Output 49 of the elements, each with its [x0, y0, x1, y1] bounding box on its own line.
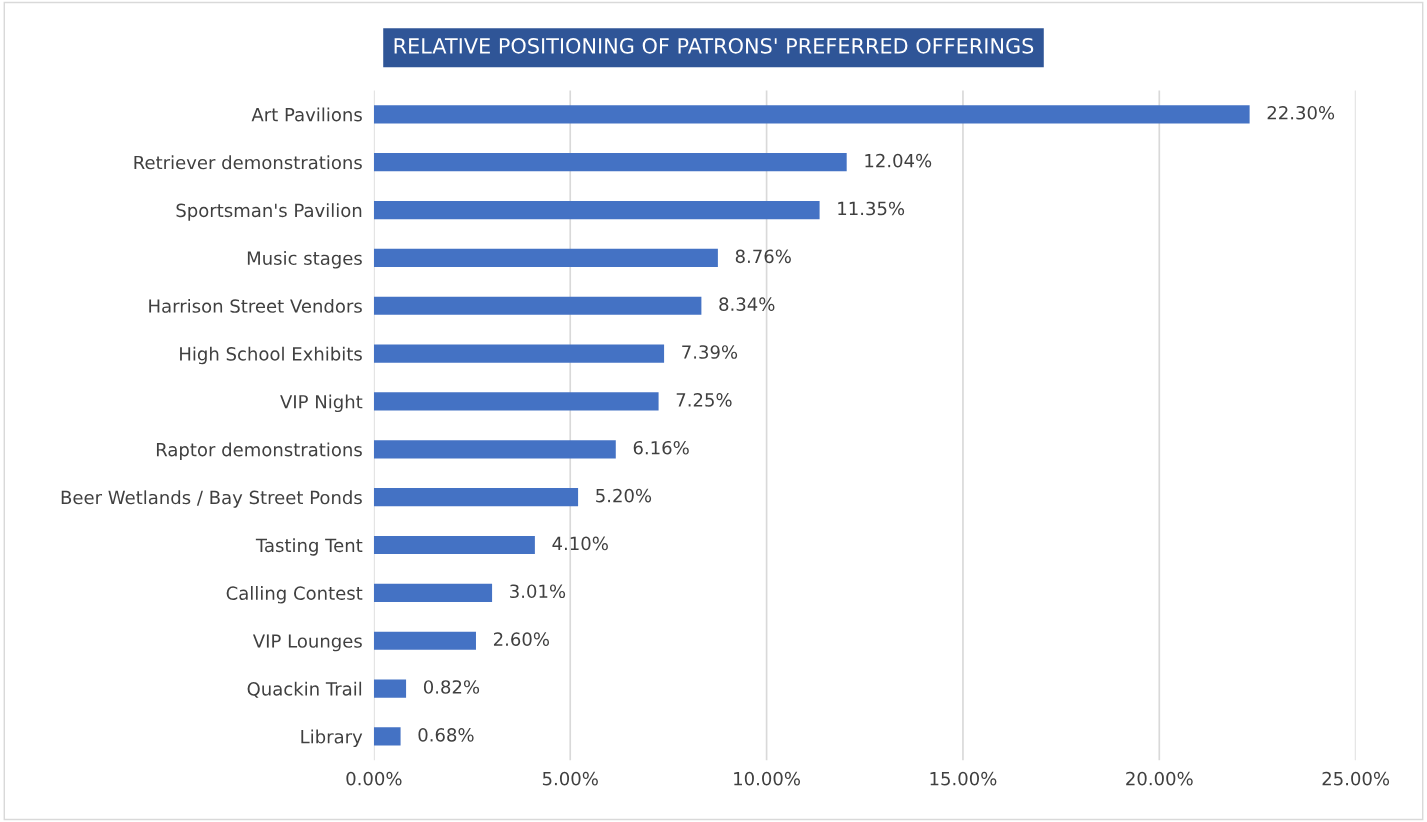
bar	[373, 488, 579, 507]
bar	[373, 296, 702, 315]
bar	[373, 392, 659, 411]
y-tick-label: Sportsman's Pavilion	[176, 203, 362, 221]
bar	[373, 105, 1250, 124]
y-tick-label: Beer Wetlands / Bay Street Ponds	[61, 490, 362, 508]
bar	[373, 727, 401, 746]
data-label: 0.68%	[418, 728, 474, 742]
x-tick-label: 5.00%	[542, 771, 598, 786]
y-tick-label: Raptor demonstrations	[156, 442, 362, 460]
data-label: 6.16%	[633, 440, 689, 455]
y-tick-label: Music stages	[247, 251, 362, 269]
data-label: 12.04%	[865, 153, 932, 168]
data-label: 8.34%	[719, 297, 775, 311]
y-tick-label: Library	[301, 729, 363, 748]
bar	[373, 583, 493, 602]
bar	[373, 679, 407, 698]
x-tick-label: 15.00%	[930, 771, 997, 786]
bar	[373, 344, 665, 363]
y-tick-label: Harrison Street Vendors	[149, 298, 362, 313]
data-label: 5.20%	[596, 488, 652, 503]
y-tick-label: Calling Contest	[226, 586, 363, 604]
data-label: 2.60%	[493, 632, 550, 646]
data-label: 11.35%	[838, 201, 905, 216]
bar	[373, 153, 847, 172]
y-tick-label: VIP Lounges	[252, 634, 362, 652]
bar	[373, 200, 820, 220]
bar	[373, 535, 535, 555]
x-tick-label: 0.00%	[346, 771, 402, 786]
chart-title: RELATIVE POSITIONING OF PATRONS' PREFERRED OFFERINGS	[394, 37, 1034, 54]
y-tick-label: Tasting Tent	[255, 538, 363, 556]
y-tick-label: High School Exhibits	[180, 346, 362, 365]
data-label: 0.82%	[423, 680, 480, 694]
x-tick-label: 25.00%	[1322, 771, 1390, 786]
y-tick-label: Art Pavilions	[251, 107, 362, 122]
x-tick-label: 20.00%	[1126, 771, 1193, 786]
y-tick-label: VIP Night	[280, 394, 363, 413]
data-label: 8.76%	[735, 249, 791, 264]
bar	[373, 631, 476, 650]
bar	[373, 248, 718, 267]
data-label: 4.10%	[552, 536, 608, 551]
y-tick-label: Quackin Trail	[247, 681, 362, 698]
bar	[373, 440, 616, 459]
data-label: 3.01%	[510, 584, 566, 599]
data-label: 7.25%	[676, 393, 732, 407]
data-label: 7.39%	[682, 345, 738, 359]
y-tick-label: Retriever demonstrations	[134, 155, 362, 170]
x-tick-label: 10.00%	[734, 771, 801, 786]
data-label: 22.30%	[1267, 105, 1335, 120]
